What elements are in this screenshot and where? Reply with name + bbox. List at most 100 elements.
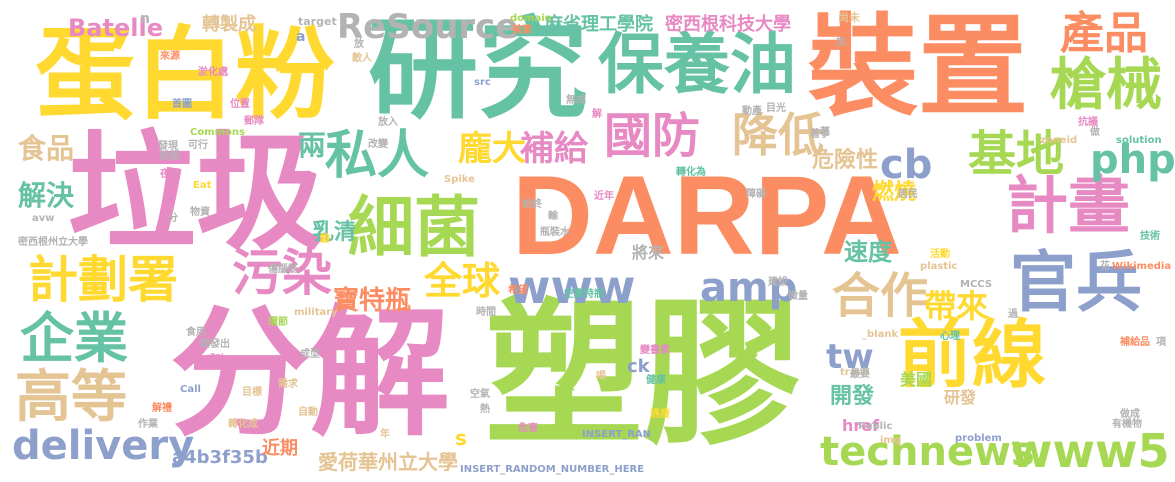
word-href: href (842, 416, 880, 435)
word-global: 全球 (424, 259, 501, 303)
word-a: a (296, 29, 306, 45)
word-edible: 食用 (186, 327, 206, 338)
word-author: 著 (820, 127, 830, 138)
word-trace: 微量 (788, 291, 808, 302)
word-hope: 希望 (508, 285, 528, 296)
word-supplies-goods: 補給品 (1120, 337, 1150, 348)
word-unit: 郵隊 (244, 116, 264, 127)
word-tech: 技術 (1140, 231, 1160, 242)
word-cb: cb (880, 142, 933, 188)
word-supply: 補給 (520, 129, 588, 169)
word-s: s (455, 426, 467, 450)
word-advanced: 高等 (15, 365, 127, 430)
word-important: 最要 (850, 369, 870, 380)
word-tw: tw (826, 337, 874, 377)
word-amp: amp (700, 265, 798, 311)
word-harm: 危害 (518, 423, 538, 434)
word-cooperation: 合作 (832, 268, 929, 324)
word-add: 加 (836, 37, 846, 48)
word-slim: 遇瘦 (650, 409, 670, 420)
word-start: 著手 (810, 129, 830, 140)
word-lose: 輸 (548, 211, 558, 222)
word-gaze: 目光 (766, 103, 786, 114)
word-darpa: DARPA (512, 153, 902, 278)
word-resident: 居民 (898, 189, 918, 200)
word-convert-to: 轉化為 (676, 167, 706, 178)
word-heat: 熱 (480, 404, 490, 415)
word-psychology: 心理 (940, 331, 960, 342)
word-do: 做 (1090, 127, 1100, 138)
word-build: 建設 (768, 277, 788, 288)
word-insert-random: INSERT_RANDOM_NUMBER_HERE (460, 464, 645, 475)
word-sludge: 淤化處 (198, 67, 228, 78)
word-success: 成功 (206, 354, 226, 365)
word-recent-years: 近年 (594, 191, 614, 202)
word-put-in: 放入 (378, 117, 398, 128)
word-us-army: 美軍 (512, 25, 532, 36)
word-mccs: MCCS (960, 279, 993, 290)
word-www5: www5 (1010, 424, 1170, 478)
word-n: n (140, 11, 150, 27)
word-always: 始終 (522, 199, 542, 210)
word-change: 改變 (368, 139, 388, 150)
word-php: php (1090, 137, 1175, 183)
word-not-yet: 尚未 (838, 11, 860, 24)
word-plastic: 塑膠 (485, 283, 801, 467)
word-enterprise: 企業 (20, 307, 128, 370)
word-defense: 國防 (604, 108, 701, 164)
word-food: 食品 (18, 132, 75, 165)
word-demand: 需求 (278, 379, 298, 390)
word-www: www (508, 260, 636, 314)
word-iowa-state: 愛荷華州立大學 (318, 450, 458, 474)
word-a4b3f35b: a4b3f35b (172, 447, 268, 468)
word-develop: 開發 (830, 384, 875, 409)
word-operation: 作業 (138, 419, 158, 430)
word-commons: Commons (190, 127, 245, 138)
word-supplies: 物資 (190, 207, 210, 218)
word-batelle: Batelle (68, 14, 163, 42)
word-msu: 密西根州立大學 (18, 237, 88, 248)
word-garbage: 垃圾 (68, 119, 325, 268)
word-bacteria: 細菌 (348, 189, 480, 266)
word-pet-bottle: 寶特瓶 (333, 286, 412, 316)
word-future: 將來 (632, 243, 665, 262)
word-link: 環節 (268, 317, 288, 328)
word-bring: 帶來 (924, 287, 989, 325)
word-solve-single: 解 (592, 109, 602, 120)
word-health: 健康 (646, 375, 666, 386)
word-solve: 解決 (18, 179, 75, 212)
word-blank: _blank (862, 329, 899, 340)
word-molding: 成型 (300, 349, 320, 360)
word-protein-powder: 蛋白粉 (35, 16, 335, 133)
word-hormone: 變書素 (640, 345, 670, 356)
word-flower: 花 (1100, 261, 1110, 272)
word-air: 空氣 (470, 389, 490, 400)
word-huge: 龐大 (458, 129, 526, 169)
word-obstacle: 障礙 (746, 189, 766, 200)
word-source: 來源 (160, 51, 180, 62)
word-pollution: 污染 (232, 244, 332, 302)
word-two: 兩 (298, 129, 327, 162)
word-auto: 自動 (298, 407, 318, 418)
word-maintenance-oil: 保養油 (598, 26, 796, 103)
word-cover-image: 首圖 (172, 99, 192, 110)
word-goal: 目標 (242, 387, 262, 398)
word-military: military (294, 307, 338, 318)
word-frontline: 前線 (898, 312, 1046, 398)
word-recent: 近期 (262, 438, 298, 459)
word-enemy: 敵人 (352, 53, 372, 64)
word-decompose: 分解 (170, 293, 451, 456)
word-speed: 速度 (844, 238, 892, 266)
word-eat: Eat (193, 180, 212, 191)
word-verify: 驗 (320, 234, 330, 245)
word-trash: trash (840, 367, 870, 378)
word-product: 產品 (1060, 8, 1148, 59)
word-drink: 喝 (596, 371, 606, 382)
word-put: 放 (354, 39, 364, 50)
word-year: 年 (380, 429, 390, 440)
word-headache: 傷腦筋 (268, 264, 298, 275)
word-delivery: delivery (12, 423, 195, 469)
word-divide: 分 (168, 213, 178, 224)
word-real-estate: 動產 (742, 106, 762, 117)
word-avw: avw (32, 213, 55, 224)
